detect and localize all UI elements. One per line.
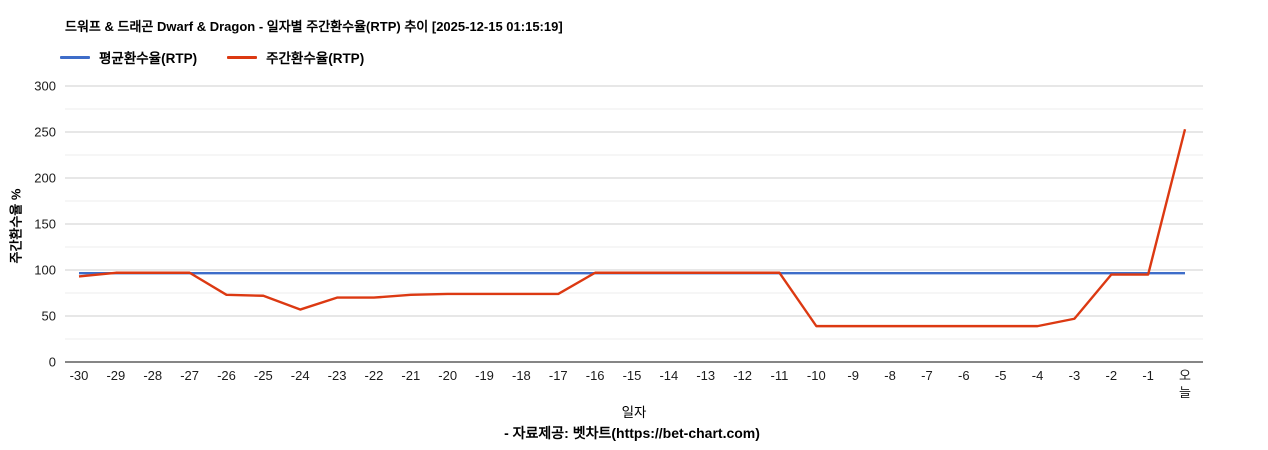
x-tick-label: -26 [217,368,236,383]
weekly-rtp-line-swatch-icon [227,55,258,59]
x-tick-label: -16 [586,368,605,383]
x-tick-label: -15 [623,368,642,383]
x-tick-label: -22 [365,368,384,383]
legend-item-weekly-rtp[interactable]: 주간환수율(RTP) [227,47,364,67]
x-tick-label: -7 [921,368,933,383]
x-tick-label: -23 [328,368,347,383]
x-tick-label: -27 [180,368,199,383]
legend-label-average-rtp: 평균환수율(RTP) [99,51,198,66]
x-tick-label: -3 [1069,368,1081,383]
y-tick-label: 0 [49,355,56,370]
x-tick-label: -9 [847,368,859,383]
x-tick-label: -17 [549,368,568,383]
chart-title: 드워프 & 드래곤 Dwarf & Dragon - 일자별 주간환수율(RTP… [65,19,563,34]
x-tick-label: -2 [1105,368,1117,383]
x-tick-label: -4 [1032,368,1044,383]
average-rtp-line-swatch-icon [60,55,90,59]
x-tick-label: -18 [512,368,531,383]
x-tick-label: -14 [659,368,678,383]
x-tick-label: -13 [696,368,715,383]
legend-item-average-rtp[interactable]: 평균환수율(RTP) [60,47,197,67]
x-tick-label: -24 [291,368,310,383]
legend: 평균환수율(RTP) 주간환수율(RTP) [60,47,364,67]
y-axis-title: 주간환수율 % [8,188,24,264]
y-tick-label: 50 [42,309,56,324]
y-tick-label: 200 [34,171,56,186]
y-tick-label: 300 [34,79,56,94]
x-tick-label: -21 [401,368,420,383]
legend-label-weekly-rtp: 주간환수율(RTP) [266,51,365,66]
y-tick-label: 150 [34,217,56,232]
x-tick-label: -5 [995,368,1007,383]
y-tick-label: 100 [34,263,56,278]
x-tick-label: -8 [884,368,896,383]
data-source-credit: - 자료제공: 벳차트(https://bet-chart.com) [504,425,760,441]
x-tick-label: -29 [106,368,125,383]
x-tick-label: -12 [733,368,752,383]
series-line-1 [78,128,1187,328]
x-tick-label: -1 [1142,368,1154,383]
x-tick-label: -20 [438,368,457,383]
x-tick-label: -19 [475,368,494,383]
x-tick-label: -10 [807,368,826,383]
x-tick-label: -25 [254,368,273,383]
x-tick-label: -11 [771,368,789,383]
x-axis-title: 일자 [621,405,647,420]
x-tick-label: -28 [143,368,162,383]
x-tick-label: -6 [958,368,970,383]
x-tick-label: -30 [70,368,89,383]
y-tick-label: 250 [34,125,56,140]
